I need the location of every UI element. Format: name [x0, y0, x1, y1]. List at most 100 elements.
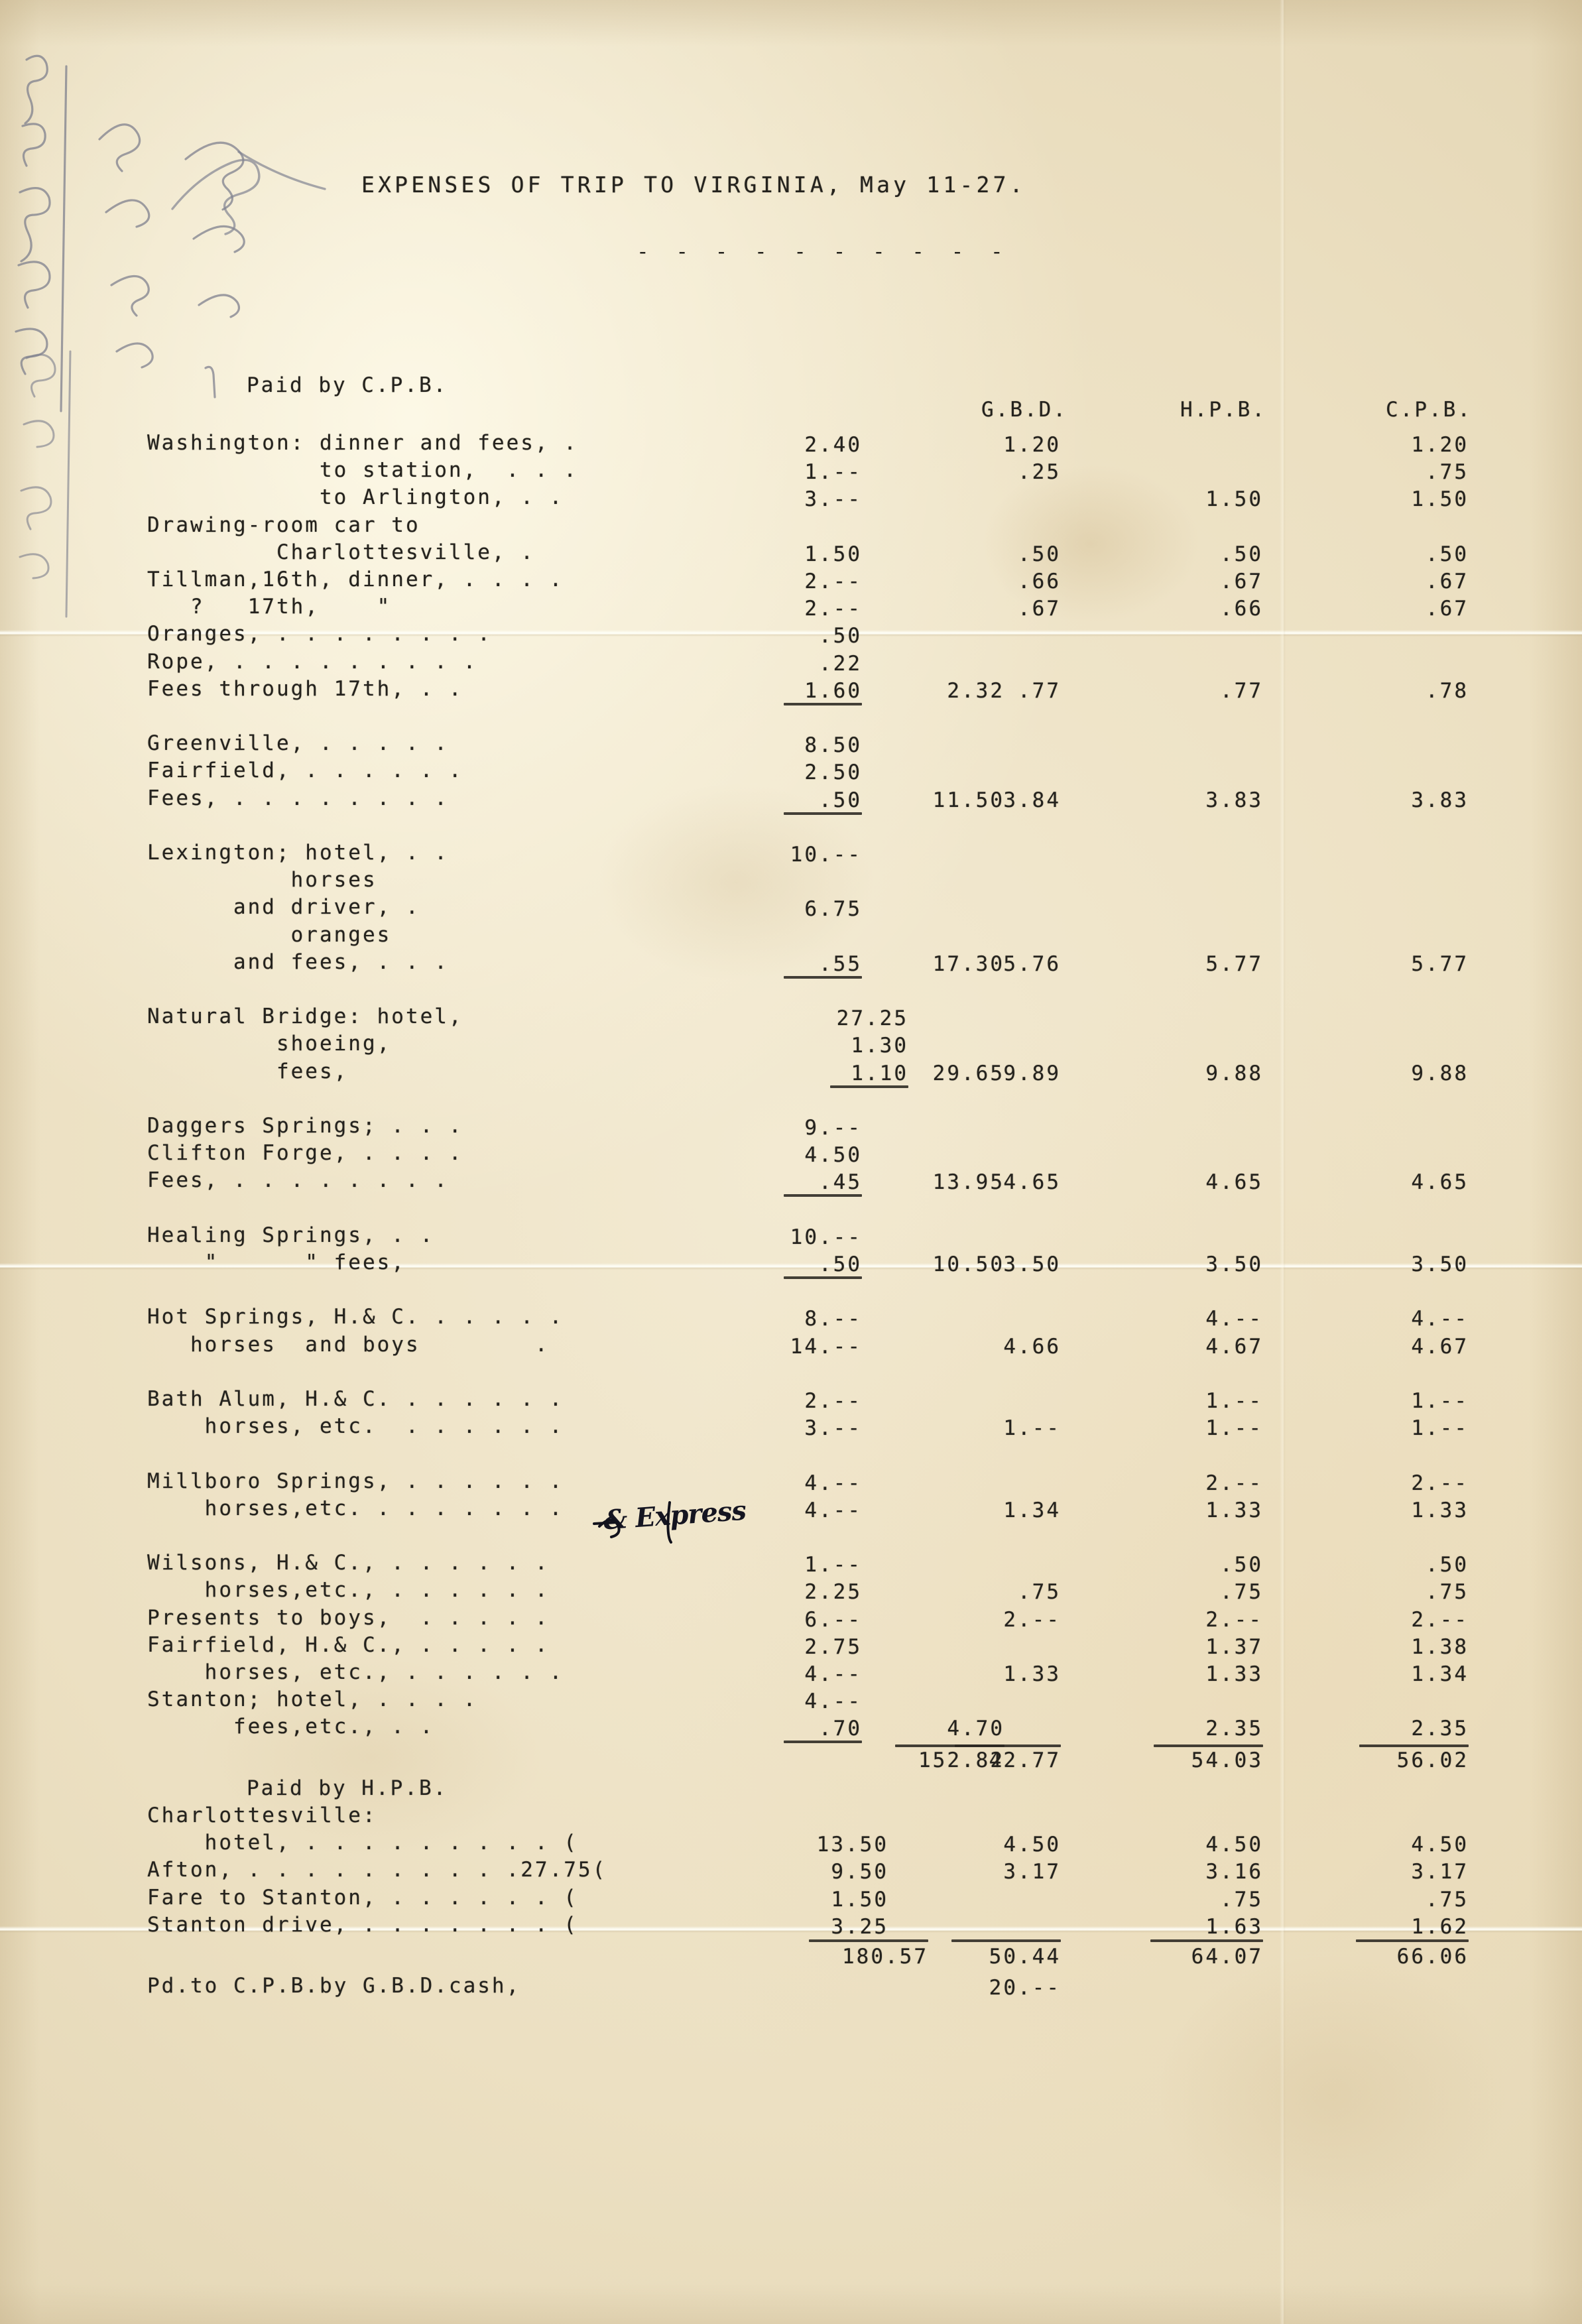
row-item-amount: 3.--: [804, 1416, 862, 1441]
row-label: Fees, . . . . . . . .: [147, 786, 449, 810]
row-amount-cpb: 2.--: [1411, 1607, 1469, 1632]
row-label: horses and boys .: [147, 1332, 550, 1357]
row-amount-gbd: .75: [1018, 1580, 1061, 1605]
row-item-amount: 2.--: [804, 597, 862, 621]
row-label: horses: [147, 868, 377, 892]
figure-underline: [1359, 1744, 1469, 1747]
row-label: Stanton drive, . . . . . . . (: [147, 1912, 578, 1937]
row-item-amount: 1.30: [851, 1034, 908, 1058]
row-item-amount: 2.--: [804, 1389, 862, 1413]
section-heading-paid-by-hpb: Paid by H.P.B.: [247, 1776, 448, 1800]
row-label: Daggers Springs; . . .: [147, 1114, 463, 1138]
row-block-total: 4.70: [947, 1717, 1004, 1741]
figure-underline: [784, 975, 862, 979]
row-amount-hpb: .77: [1220, 678, 1263, 703]
row-item-amount: 2.50: [804, 761, 862, 785]
row-item-amount: .50: [819, 1253, 862, 1276]
section-heading-paid-by-cpb: Paid by C.P.B.: [247, 373, 448, 397]
figure-underline: [830, 1085, 908, 1088]
grandtotal-gbd: 50.44: [989, 1945, 1061, 1969]
row-amount-hpb: .75: [1220, 1580, 1263, 1605]
figure-underline: [784, 812, 862, 815]
row-item-amount: .70: [819, 1717, 862, 1741]
row-amount-cpb: 3.50: [1411, 1253, 1469, 1276]
row-label: Charlottesville, .: [147, 540, 535, 564]
row-amount-cpb: 1.--: [1411, 1416, 1469, 1441]
row-label: Fairfield, H.& C., . . . . .: [147, 1632, 550, 1657]
row-item-amount: 9.50: [831, 1860, 888, 1884]
row-item-amount: 4.--: [804, 1471, 862, 1495]
row-item-amount: 3.--: [804, 487, 862, 512]
row-amount-gbd: 4.66: [1003, 1334, 1061, 1359]
row-label: oranges: [147, 922, 392, 947]
row-label: horses,etc., . . . . . .: [147, 1578, 550, 1603]
row-amount-gbd: 3.50: [1003, 1253, 1061, 1276]
row-amount-gbd: .67: [1018, 597, 1061, 621]
row-label: Stanton; hotel, . . . .: [147, 1687, 478, 1712]
figure-underline: [784, 702, 862, 705]
row-item-amount: 2.--: [804, 570, 862, 593]
row-amount-gbd: 1.33: [1003, 1662, 1061, 1686]
row-label: Afton, . . . . . . . . . .27.75(: [147, 1858, 607, 1882]
row-amount-cpb: 3.83: [1411, 788, 1469, 812]
figure-underline: [951, 1939, 1061, 1942]
row-item-amount: 4.--: [804, 1662, 862, 1686]
row-block-total: 29.65: [932, 1061, 1004, 1085]
row-label: Charlottesville:: [147, 1804, 377, 1827]
row-label: Clifton Forge, . . . .: [147, 1141, 463, 1166]
row-block-total: 11.50: [932, 788, 1004, 812]
grandtotal-total: 180.57: [842, 1945, 928, 1969]
row-item-amount: 2.40: [804, 433, 862, 457]
row-label: fees,: [147, 1059, 349, 1083]
row-item-amount: 27.25: [836, 1007, 908, 1031]
figure-underline: [784, 1194, 862, 1197]
row-block-total: 2.32: [947, 678, 1004, 703]
row-label: hotel, . . . . . . . . . (: [147, 1831, 578, 1855]
row-amount-hpb: 1.--: [1205, 1416, 1263, 1441]
row-amount-cpb: .50: [1426, 1553, 1469, 1577]
row-amount-hpb: 1.33: [1205, 1662, 1263, 1686]
row-amount-cpb: 2.35: [1411, 1717, 1469, 1741]
row-amount-cpb: 4.67: [1411, 1334, 1469, 1359]
row-item-amount: 8.--: [804, 1307, 862, 1331]
row-label: Bath Alum, H.& C. . . . . . .: [147, 1387, 564, 1411]
row-label: and fees, . . .: [147, 949, 449, 974]
row-amount-cpb: .67: [1426, 570, 1469, 593]
row-label: Healing Springs, . .: [147, 1223, 435, 1247]
figure-underline: [784, 1741, 862, 1744]
row-amount-gbd: .66: [1018, 570, 1061, 593]
row-amount-gbd: 3.17: [1003, 1860, 1061, 1884]
row-item-amount: 10.--: [790, 1225, 862, 1249]
grandtotal-cpb: 66.06: [1396, 1945, 1469, 1969]
row-amount-hpb: 1.63: [1205, 1914, 1263, 1939]
ink-annotation-express: & Express: [602, 1495, 747, 1536]
row-label: and driver, .: [147, 895, 420, 920]
row-label: Washington: dinner and fees, .: [147, 431, 578, 455]
row-amount-gbd: 4.65: [1003, 1170, 1061, 1195]
row-amount-cpb: 3.17: [1411, 1860, 1469, 1884]
row-amount-cpb: 1.20: [1411, 433, 1469, 457]
row-label: shoeing,: [147, 1032, 392, 1056]
row-label: Tillman,16th, dinner, . . . .: [147, 568, 564, 591]
row-amount-gbd: .77: [1018, 678, 1061, 703]
row-label: Natural Bridge: hotel,: [147, 1005, 463, 1029]
row-item-amount: .50: [819, 624, 862, 648]
row-amount-cpb: 5.77: [1411, 951, 1469, 976]
figure-underline: [955, 1744, 1061, 1747]
row-amount-gbd: .50: [1018, 542, 1061, 566]
row-label: Fare to Stanton, . . . . . . (: [147, 1885, 578, 1910]
row-item-amount: 10.--: [790, 843, 862, 867]
row-item-amount: 6.--: [804, 1607, 862, 1632]
row-amount-gbd: 9.89: [1003, 1061, 1061, 1085]
figure-underline: [1356, 1939, 1469, 1942]
row-amount-hpb: 4.--: [1205, 1307, 1263, 1331]
row-amount-hpb: 1.--: [1205, 1389, 1263, 1413]
row-item-amount: 4.50: [804, 1143, 862, 1168]
row-label: horses, etc., . . . . . .: [147, 1660, 564, 1684]
row-label: Fees, . . . . . . . .: [147, 1168, 449, 1193]
row-amount-gbd: 1.20: [1003, 433, 1061, 457]
row-amount-hpb: 1.33: [1205, 1498, 1263, 1522]
final-line-label: Pd.to C.P.B.by G.B.D.cash,: [147, 1974, 521, 1998]
row-item-amount: 2.25: [804, 1580, 862, 1605]
